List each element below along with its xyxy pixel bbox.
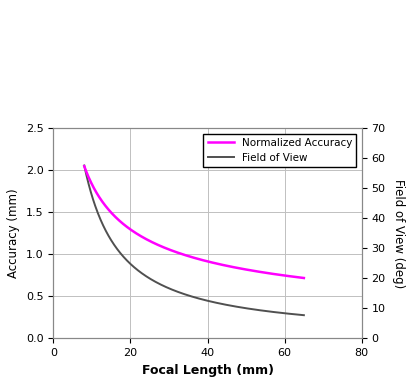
- X-axis label: Focal Length (mm): Focal Length (mm): [141, 364, 274, 377]
- Y-axis label: Field of View (deg): Field of View (deg): [392, 179, 405, 288]
- Field of View: [296, 312, 301, 317]
- Normalized Accuracy: [82, 164, 87, 168]
- Field of View: [301, 313, 306, 317]
- Field of View: [186, 293, 191, 298]
- Field of View: [187, 294, 192, 298]
- Line: Normalized Accuracy: Normalized Accuracy: [84, 166, 304, 278]
- Normalized Accuracy: [201, 258, 206, 263]
- Normalized Accuracy: [296, 275, 301, 280]
- Field of View: [201, 297, 206, 302]
- Field of View: [262, 308, 267, 313]
- Field of View: [212, 300, 217, 305]
- Normalized Accuracy: [262, 270, 267, 275]
- Normalized Accuracy: [301, 276, 306, 280]
- Field of View: [82, 163, 87, 168]
- Normalized Accuracy: [212, 261, 217, 266]
- Y-axis label: Accuracy (mm): Accuracy (mm): [7, 189, 21, 278]
- Normalized Accuracy: [186, 254, 191, 259]
- Normalized Accuracy: [187, 254, 192, 259]
- Line: Field of View: Field of View: [84, 165, 304, 315]
- Legend: Normalized Accuracy, Field of View: Normalized Accuracy, Field of View: [203, 133, 356, 167]
